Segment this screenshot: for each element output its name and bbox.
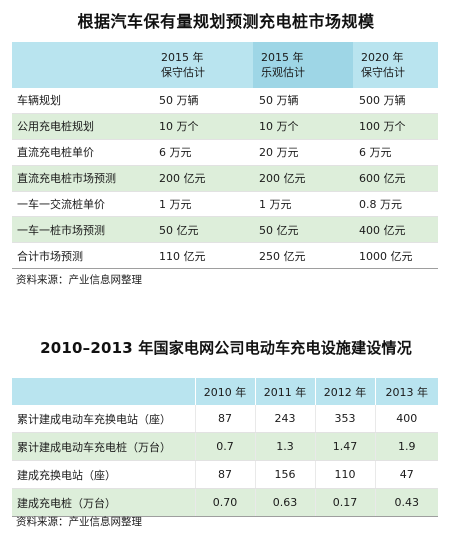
- table-cell: 400 亿元: [353, 216, 438, 244]
- row-label: 直流充电桩市场预测: [12, 165, 153, 192]
- table-cell: 0.43: [374, 488, 438, 517]
- header-cell-2015-conservative: 2015 年保守估计: [153, 42, 253, 88]
- source-note: 资料来源：产业信息网整理: [16, 516, 142, 528]
- row-label: 一车一桩市场预测: [12, 216, 153, 244]
- table-cell: 400: [374, 405, 438, 433]
- table1-title: 根据汽车保有量规划预测充电桩市场规模: [77, 12, 375, 31]
- row-label: 合计市场预测: [12, 242, 153, 270]
- header-cell-2015-optimistic: 2015 年乐观估计: [253, 42, 353, 88]
- table-cell: 1000 亿元: [353, 242, 438, 270]
- header-cell-2012: 2012 年: [314, 378, 375, 405]
- header-cell-2020-conservative: 2020 年保守估计: [353, 42, 438, 88]
- table-row: 车辆规划 50 万辆 50 万辆 500 万辆: [12, 88, 438, 114]
- table-row: 一车一桩市场预测 50 亿元 50 亿元 400 亿元: [12, 216, 438, 244]
- table-cell: 200 亿元: [153, 165, 253, 192]
- table-row: 公用充电桩规划 10 万个 10 万个 100 万个: [12, 113, 438, 140]
- table-row: 直流充电桩市场预测 200 亿元 200 亿元 600 亿元: [12, 165, 438, 192]
- header-cell-2011: 2011 年: [254, 378, 315, 405]
- header-line2: 保守估计: [161, 66, 205, 79]
- header-cell-empty: [12, 378, 195, 405]
- table-cell: 50 万辆: [253, 88, 353, 114]
- table-cell: 50 亿元: [253, 216, 353, 244]
- table-cell: 10 万个: [253, 113, 353, 140]
- row-label: 建成充电桩（万台）: [12, 488, 195, 517]
- table-cell: 0.70: [194, 488, 255, 517]
- header-cell-2010: 2010 年: [194, 378, 255, 405]
- table-cell: 0.63: [254, 488, 315, 517]
- table-row: 合计市场预测 110 亿元 250 亿元 1000 亿元: [12, 242, 438, 270]
- table-cell: 20 万元: [253, 139, 353, 166]
- table-row: 建成充电桩（万台） 0.70 0.63 0.17 0.43: [12, 488, 438, 517]
- header-cell-empty: [12, 42, 153, 88]
- header-line1: 2020 年: [361, 51, 404, 64]
- table-row: 建成充换电站（座） 87 156 110 47: [12, 460, 438, 489]
- state-grid-charging-table: 2010 年 2011 年 2012 年 2013 年 累计建成电动车充换电站（…: [12, 378, 438, 517]
- table-cell: 156: [254, 460, 315, 489]
- table-cell: 1.3: [254, 432, 315, 461]
- row-label: 直流充电桩单价: [12, 139, 153, 166]
- table-cell: 500 万辆: [353, 88, 438, 114]
- table-cell: 0.8 万元: [353, 191, 438, 218]
- table-cell: 10 万个: [153, 113, 253, 140]
- table-cell: 6 万元: [353, 139, 438, 166]
- table-cell: 6 万元: [153, 139, 253, 166]
- table-cell: 0.17: [314, 488, 375, 517]
- table-cell: 110: [314, 460, 375, 489]
- header-line2: 保守估计: [361, 66, 405, 79]
- table-cell: 600 亿元: [353, 165, 438, 192]
- table-cell: 200 亿元: [253, 165, 353, 192]
- row-label: 建成充换电站（座）: [12, 460, 195, 489]
- row-label: 累计建成电动车充电桩（万台）: [12, 432, 195, 461]
- table-cell: 250 亿元: [253, 242, 353, 270]
- table2-title: 2010–2013 年国家电网公司电动车充电设施建设情况: [40, 339, 412, 357]
- market-forecast-table: 2015 年保守估计 2015 年乐观估计 2020 年保守估计 车辆规划 50 …: [12, 42, 438, 270]
- row-label: 公用充电桩规划: [12, 113, 153, 140]
- row-label: 一车一交流桩单价: [12, 191, 153, 218]
- table-cell: 87: [194, 460, 255, 489]
- table-cell: 47: [374, 460, 438, 489]
- header-line1: 2015 年: [161, 51, 204, 64]
- table-cell: 110 亿元: [153, 242, 253, 270]
- table-cell: 0.7: [194, 432, 255, 461]
- header-cell-2013: 2013 年: [374, 378, 438, 405]
- table-row: 累计建成电动车充换电站（座） 87 243 353 400: [12, 405, 438, 433]
- table-cell: 1 万元: [153, 191, 253, 218]
- source-note: 资料来源：产业信息网整理: [16, 274, 142, 286]
- table-cell: 1 万元: [253, 191, 353, 218]
- table-cell: 353: [314, 405, 375, 433]
- header-line1: 2015 年: [261, 51, 304, 64]
- row-label: 累计建成电动车充换电站（座）: [12, 405, 195, 433]
- table-row: 一车一交流桩单价 1 万元 1 万元 0.8 万元: [12, 191, 438, 218]
- table-header-row: 2010 年 2011 年 2012 年 2013 年: [12, 378, 438, 405]
- row-label: 车辆规划: [12, 88, 153, 114]
- header-line2: 乐观估计: [261, 66, 305, 79]
- table-header-row: 2015 年保守估计 2015 年乐观估计 2020 年保守估计: [12, 42, 438, 88]
- table-cell: 1.9: [374, 432, 438, 461]
- table-cell: 50 亿元: [153, 216, 253, 244]
- table-cell: 87: [194, 405, 255, 433]
- table-cell: 1.47: [314, 432, 375, 461]
- table-cell: 243: [254, 405, 315, 433]
- table-cell: 50 万辆: [153, 88, 253, 114]
- table-row: 累计建成电动车充电桩（万台） 0.7 1.3 1.47 1.9: [12, 432, 438, 461]
- table-cell: 100 万个: [353, 113, 438, 140]
- table-row: 直流充电桩单价 6 万元 20 万元 6 万元: [12, 139, 438, 166]
